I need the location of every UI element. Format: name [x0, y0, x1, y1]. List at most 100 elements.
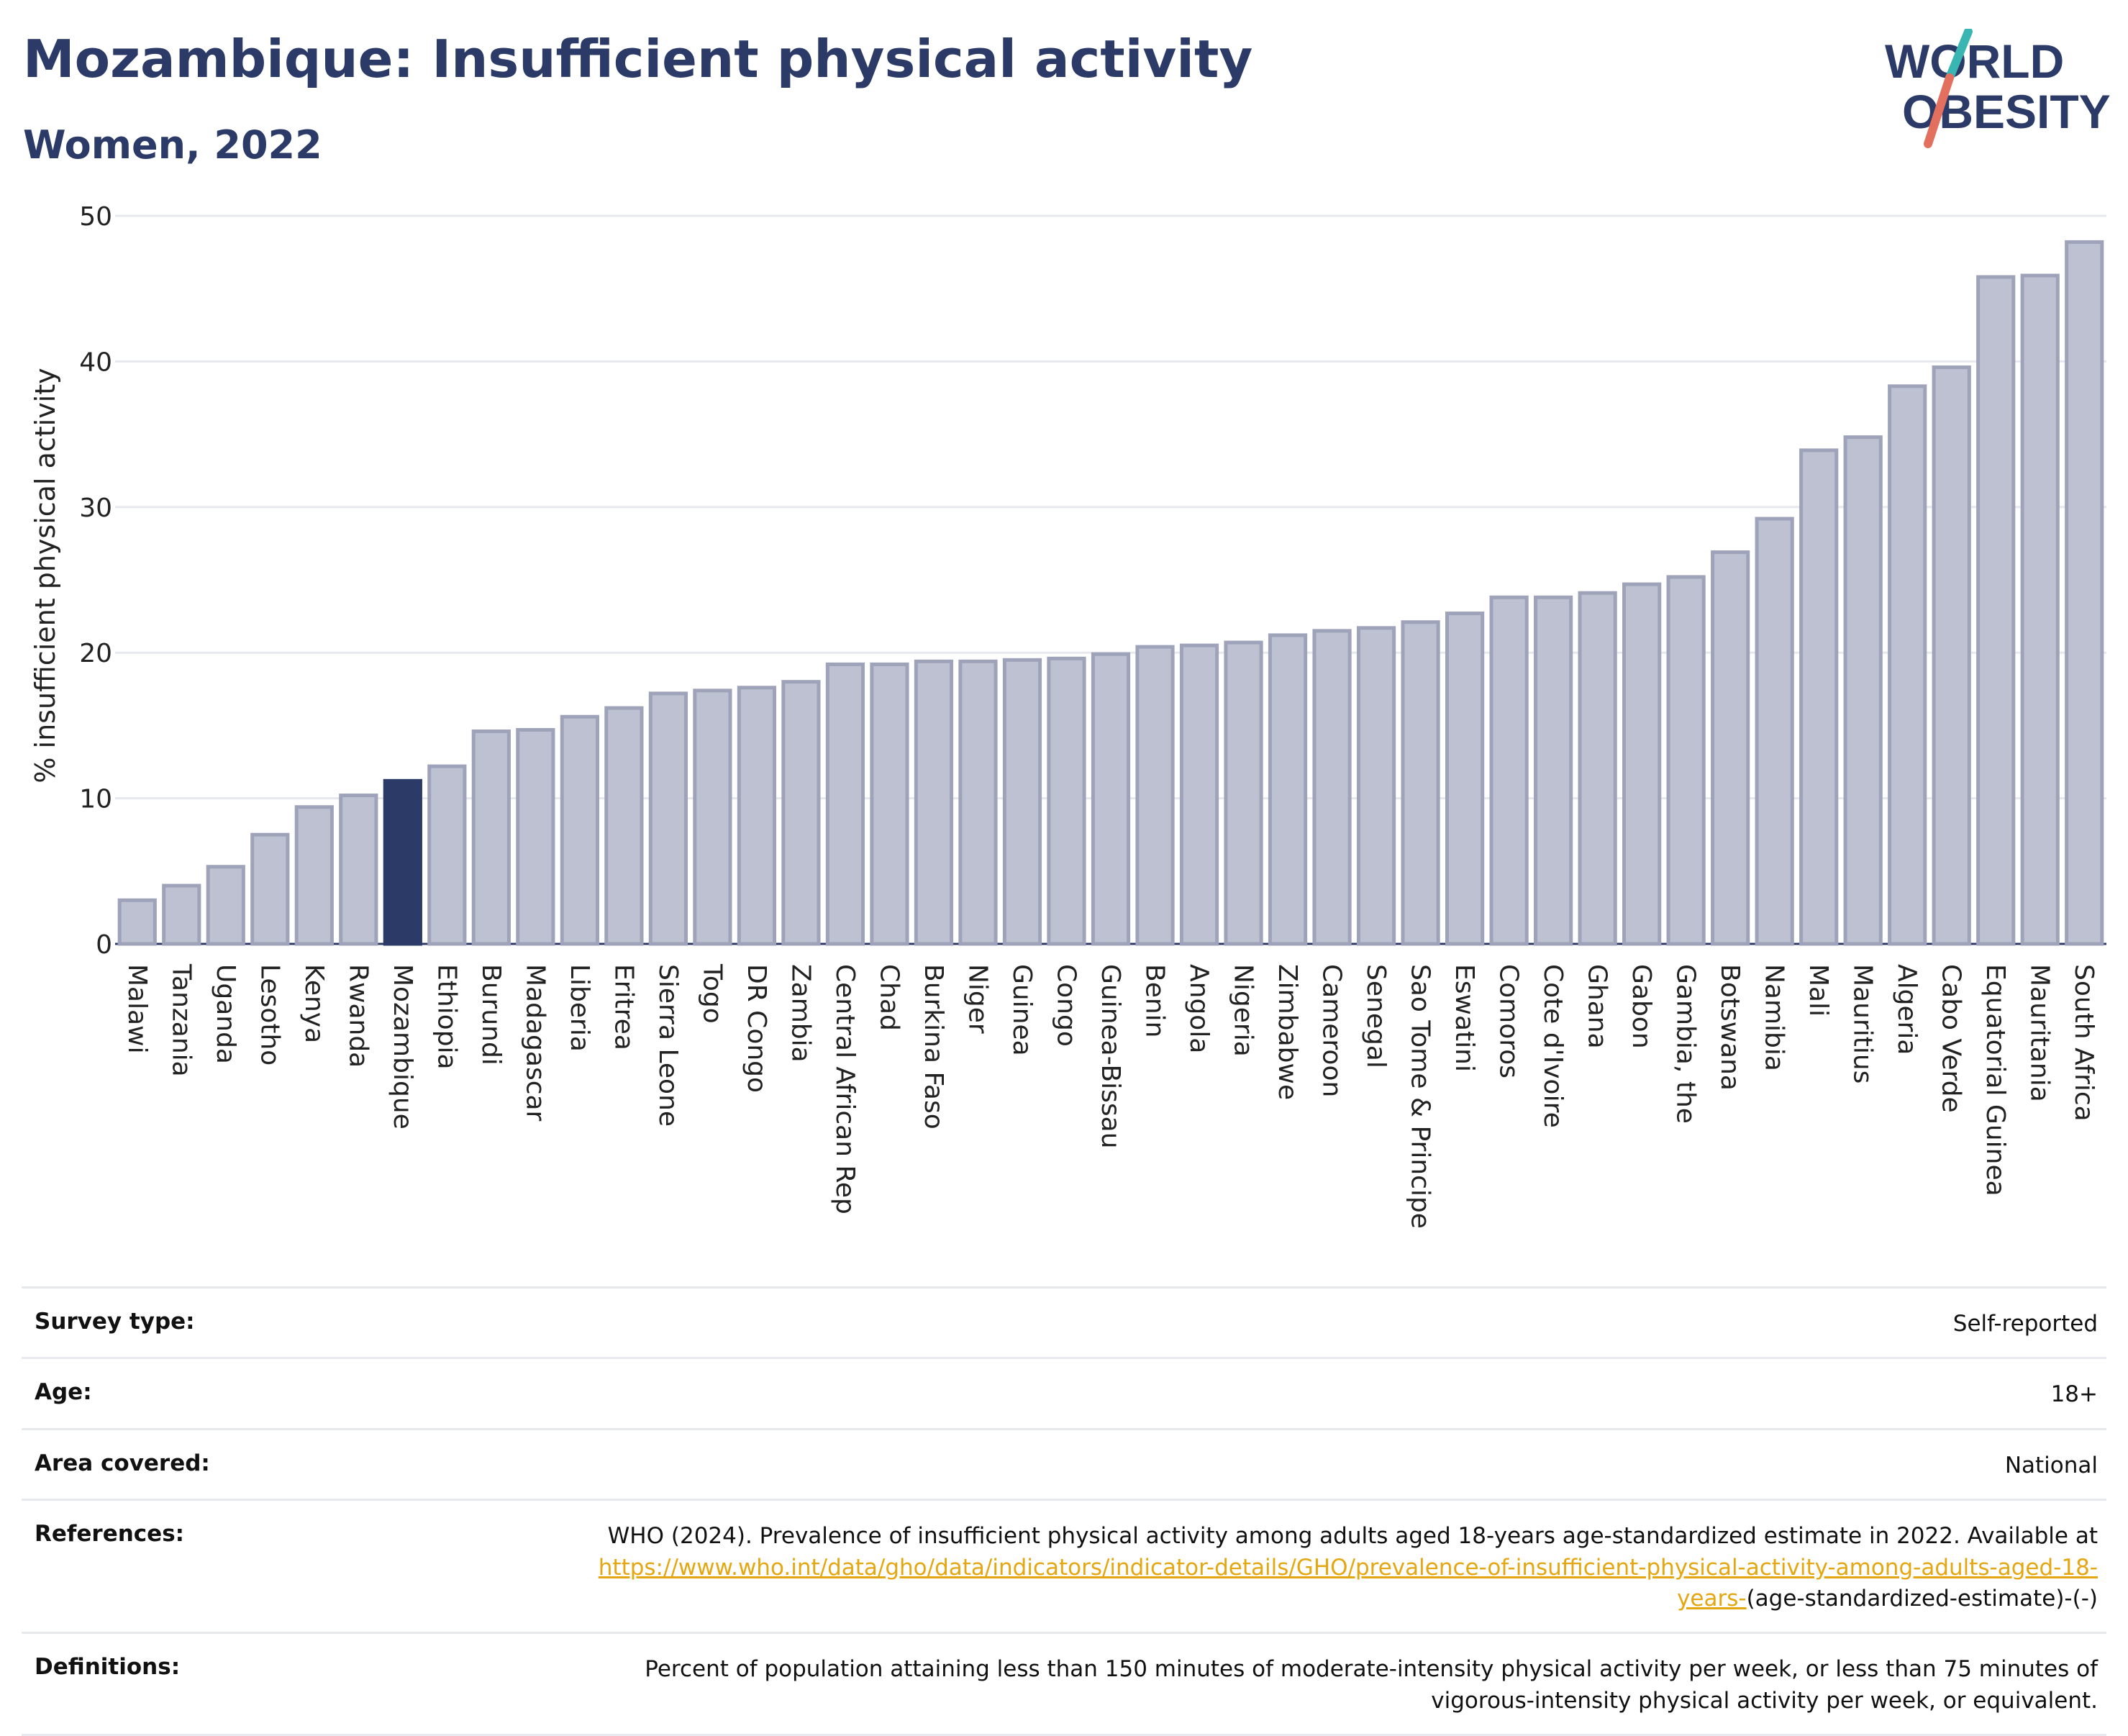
x-tick-label: Benin: [1140, 964, 1170, 1037]
age-value: 18+: [2050, 1381, 2098, 1408]
bar-niger: [958, 659, 998, 946]
bar-uganda: [206, 865, 245, 946]
bar-equatorial-guinea: [1976, 275, 2016, 946]
x-tick-label: Mauritius: [1848, 964, 1878, 1083]
x-tick-label: Equatorial Guinea: [1981, 964, 2010, 1196]
y-axis-label: % insufficient physical activity: [29, 368, 61, 783]
x-tick-label: Zambia: [786, 964, 815, 1063]
x-tick-label: Gabon: [1627, 964, 1656, 1049]
meta-row-area: Area covered: National: [22, 1427, 2106, 1499]
x-tick-label: Togo: [697, 963, 727, 1024]
x-tick-label: Tanzania: [166, 963, 196, 1077]
x-tick-label: Zimbabwe: [1273, 964, 1302, 1100]
x-tick-label: Malawi: [122, 964, 152, 1054]
bar-sao-tome-principe: [1401, 620, 1440, 946]
bar-south-africa: [2065, 240, 2104, 946]
x-tick-label: South Africa: [2069, 964, 2099, 1122]
meta-row-age: Age: 18+: [22, 1357, 2106, 1427]
bar-namibia: [1755, 517, 1794, 946]
x-tick-label: Gambia, the: [1671, 964, 1701, 1124]
bar-gambia-the: [1666, 575, 1706, 946]
bar-botswana: [1711, 550, 1750, 946]
bar-rwanda: [339, 794, 378, 946]
x-tick-label: Nigeria: [1229, 964, 1258, 1057]
references-link[interactable]: https://www.who.int/data/gho/data/indica…: [598, 1554, 2098, 1612]
y-tick-label: 50: [79, 202, 112, 232]
x-tick-label: Liberia: [565, 964, 594, 1052]
meta-row-survey-type: Survey type: Self-reported: [22, 1286, 2106, 1357]
x-tick-label: Namibia: [1760, 964, 1789, 1071]
bar-guinea-bissau: [1091, 652, 1131, 946]
y-tick-label: 20: [79, 639, 112, 668]
area-value: National: [2004, 1452, 2098, 1478]
y-tick-label: 40: [79, 347, 112, 377]
bar-senegal: [1356, 626, 1396, 946]
bar-chad: [870, 662, 909, 946]
bar-togo: [693, 689, 732, 946]
x-tick-label: Comoros: [1494, 964, 1524, 1078]
bar-nigeria: [1224, 640, 1263, 946]
bar-congo: [1047, 656, 1086, 946]
x-tick-label: Rwanda: [343, 964, 373, 1068]
bar-sierra-leone: [648, 691, 688, 946]
survey-type-label: Survey type:: [35, 1309, 195, 1335]
bar-ethiopia: [427, 764, 467, 946]
y-tick-label: 10: [79, 785, 112, 814]
x-tick-label: Ghana: [1583, 964, 1612, 1049]
bar-zimbabwe: [1268, 633, 1308, 946]
x-tick-label: Chad: [874, 964, 904, 1031]
bar-mauritania: [2020, 273, 2060, 946]
x-tick-label: Angola: [1184, 964, 1214, 1053]
bar-burundi: [471, 729, 511, 946]
bar-chart: 0 10 20 30 40 50 Malawi Tanzania Uganda Lesotho Ke…: [29, 202, 2106, 1229]
page-title: Mozambique: Insufficient physical activi…: [23, 29, 1253, 89]
logo-slash-teal: [1945, 29, 1973, 82]
page-subtitle: Women, 2022: [23, 122, 322, 168]
logo-line1: WORLD: [1885, 35, 2064, 88]
logo-slash-coral: [1924, 73, 1954, 148]
labels-layer: 0 10 20 30 40 50 Malawi Tanzania Uganda Lesotho Ke…: [79, 202, 2099, 1229]
bar-liberia: [560, 714, 599, 946]
bar-zambia: [781, 680, 821, 946]
x-tick-label: Senegal: [1361, 964, 1391, 1068]
bar-central-african-rep: [825, 662, 865, 946]
x-tick-label: Congo: [1051, 964, 1081, 1047]
bar-mozambique: [383, 778, 422, 946]
x-tick-label: Eritrea: [609, 964, 638, 1050]
bar-gabon: [1622, 582, 1662, 946]
bars-layer: [117, 240, 2104, 946]
references-text-after: (age-standardized-estimate)-(-): [1746, 1585, 2098, 1612]
x-tick-label: Cameroon: [1317, 964, 1347, 1097]
references-label: References:: [35, 1521, 185, 1548]
area-label: Area covered:: [35, 1450, 210, 1476]
bar-cameroon: [1312, 629, 1352, 946]
x-tick-label: Mali: [1804, 964, 1833, 1017]
bar-comoros: [1489, 595, 1529, 946]
bar-burkina-faso: [914, 659, 954, 946]
bar-kenya: [294, 805, 334, 946]
x-tick-label: Burkina Faso: [919, 964, 948, 1130]
meta-row-references: References: WHO (2024). Prevalence of in…: [22, 1499, 2106, 1632]
bar-malawi: [117, 898, 157, 946]
x-tick-label: Sao Tome & Principe: [1406, 964, 1435, 1229]
bar-madagascar: [516, 727, 555, 946]
x-tick-label: Kenya: [299, 964, 329, 1043]
bar-lesotho: [250, 832, 290, 946]
bar-eritrea: [604, 706, 644, 946]
x-tick-label: Algeria: [1892, 964, 1922, 1055]
x-tick-label: Madagascar: [520, 964, 550, 1122]
age-label: Age:: [35, 1379, 92, 1406]
references-value: WHO (2024). Prevalence of insufficient p…: [537, 1521, 2098, 1614]
x-tick-label: Guinea: [1007, 964, 1037, 1056]
bar-cote-d-ivoire: [1534, 595, 1573, 946]
bar-guinea: [1002, 658, 1042, 946]
x-tick-label: Botswana: [1715, 964, 1745, 1091]
x-tick-label: Burundi: [476, 964, 506, 1065]
bar-eswatini: [1445, 612, 1485, 946]
x-tick-label: Niger: [963, 964, 992, 1034]
x-tick-label: Central African Rep: [830, 964, 860, 1214]
y-tick-label: 0: [96, 930, 112, 960]
bar-mauritius: [1843, 435, 1883, 946]
world-obesity-logo: WORLD OBESITY: [1885, 29, 2111, 148]
x-tick-label: Cote d'Ivoire: [1538, 964, 1568, 1128]
